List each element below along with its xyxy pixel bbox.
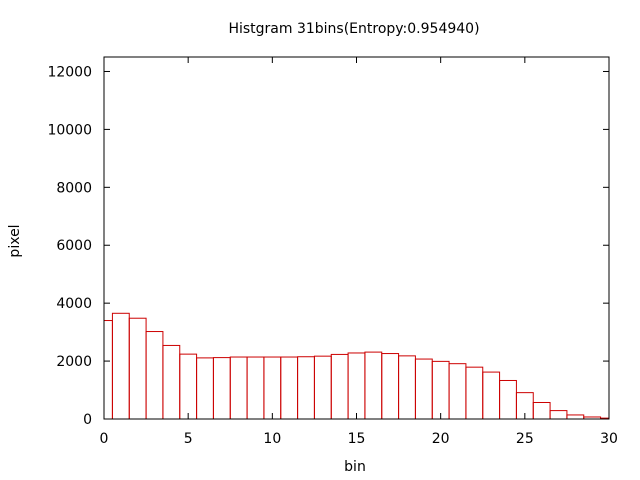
bar-bin-16 [364,351,383,420]
bar-bin-4 [162,344,181,420]
bar-bin-11 [280,356,299,420]
bar-bin-3 [145,331,164,420]
y-tick-label-8000: 8000 [56,180,92,196]
x-axis-label: bin [344,459,366,475]
bar-bin-2 [128,317,147,420]
ticks-group: 0 5 10 15 20 25 30 0 2000 4000 6000 8000 10000 12000 [47,57,618,447]
bar-bin-24 [499,379,517,420]
bar-bin-15 [347,352,366,420]
bar-bin-0 [103,320,113,420]
y-tick-label-10000: 10000 [47,122,92,138]
x-tick-label-20: 20 [432,431,450,447]
y-tick-label-4000: 4000 [56,296,92,312]
bar-bin-6 [196,357,214,420]
x-tick-label-5: 5 [184,431,193,447]
y-tick-label-12000: 12000 [47,64,92,80]
bar-bin-26 [532,401,551,420]
x-tick-label-15: 15 [348,431,366,447]
bar-bin-22 [465,366,484,420]
y-tick-label-2000: 2000 [56,354,92,370]
bar-bin-19 [414,358,433,420]
bar-bin-12 [297,356,315,420]
bars-group [103,312,610,420]
bar-bin-18 [398,355,416,420]
y-tick-label-0: 0 [83,412,92,428]
bar-bin-21 [448,363,467,420]
x-tick-label-10: 10 [263,431,281,447]
bar-bin-27 [549,410,568,420]
bar-bin-1 [111,312,130,420]
bar-bin-14 [330,353,349,420]
y-tick-label-6000: 6000 [56,238,92,254]
bar-bin-10 [263,356,282,420]
bar-bin-20 [431,360,450,420]
bar-bin-23 [482,371,501,420]
bar-bin-8 [229,356,248,420]
bar-bin-17 [381,353,400,420]
y-axis-label: pixel [7,224,23,257]
chart-title: Histgram 31bins(Entropy:0.954940) [228,21,479,37]
bar-bin-9 [246,356,265,420]
bar-bin-28 [566,414,585,420]
x-tick-label-25: 25 [516,431,534,447]
bar-bin-7 [212,357,231,420]
x-tick-label-30: 30 [600,431,618,447]
bar-bin-5 [179,353,198,420]
x-tick-label-0: 0 [100,431,109,447]
bar-bin-13 [313,355,332,420]
